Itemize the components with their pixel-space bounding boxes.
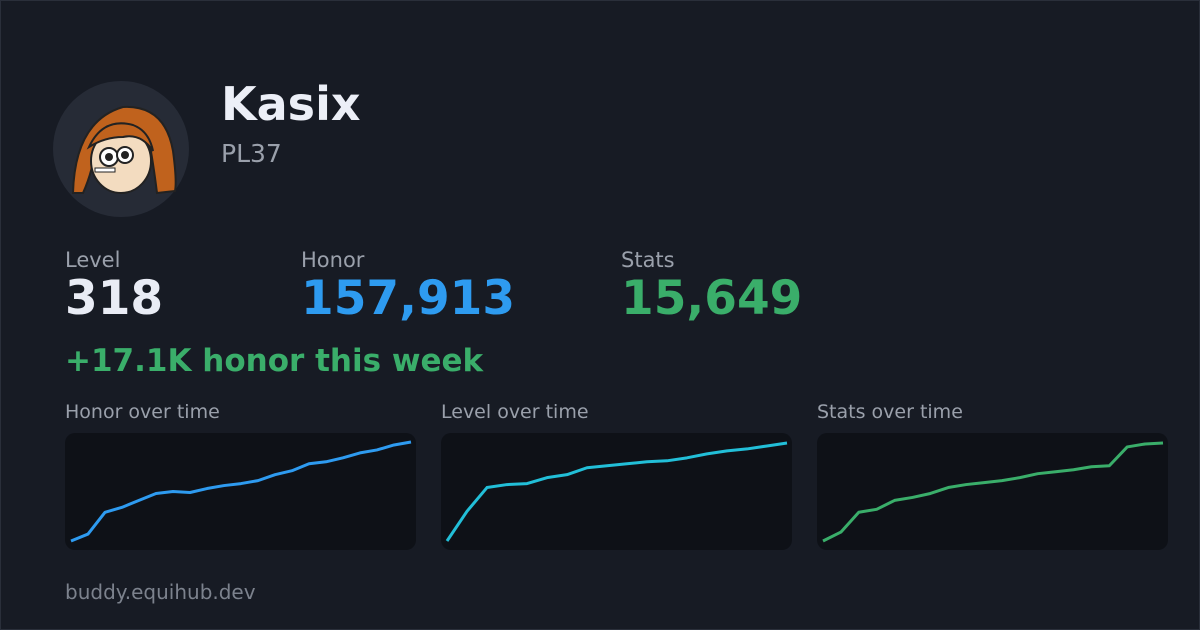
footer: buddy.equihub.dev [65, 580, 256, 604]
stat-label: Stats [621, 248, 675, 272]
user-tag: PL37 [221, 139, 282, 168]
panel-bg [441, 433, 792, 550]
chart-title: Stats over time [817, 401, 963, 423]
sparkline [70, 440, 412, 543]
weekly-gain: +17.1K honor this week [65, 343, 484, 379]
sparkline-panel [65, 433, 416, 550]
sparkline-panel [441, 433, 792, 550]
stat-label: Honor [301, 248, 365, 272]
sparkline [445, 441, 788, 542]
sparkline [822, 441, 1164, 543]
sparkline-panel [817, 433, 1168, 550]
panel-bg [65, 433, 416, 550]
stat-value: 318 [65, 271, 164, 326]
stat-label: Level [65, 248, 121, 272]
stat-value: 157,913 [301, 271, 516, 326]
panel-bg [817, 433, 1168, 550]
chart-title: Honor over time [65, 401, 220, 423]
stat-value: 15,649 [621, 271, 803, 326]
chart-title: Level over time [441, 401, 589, 423]
avatar [53, 81, 189, 217]
user-name: Kasix [221, 77, 361, 131]
